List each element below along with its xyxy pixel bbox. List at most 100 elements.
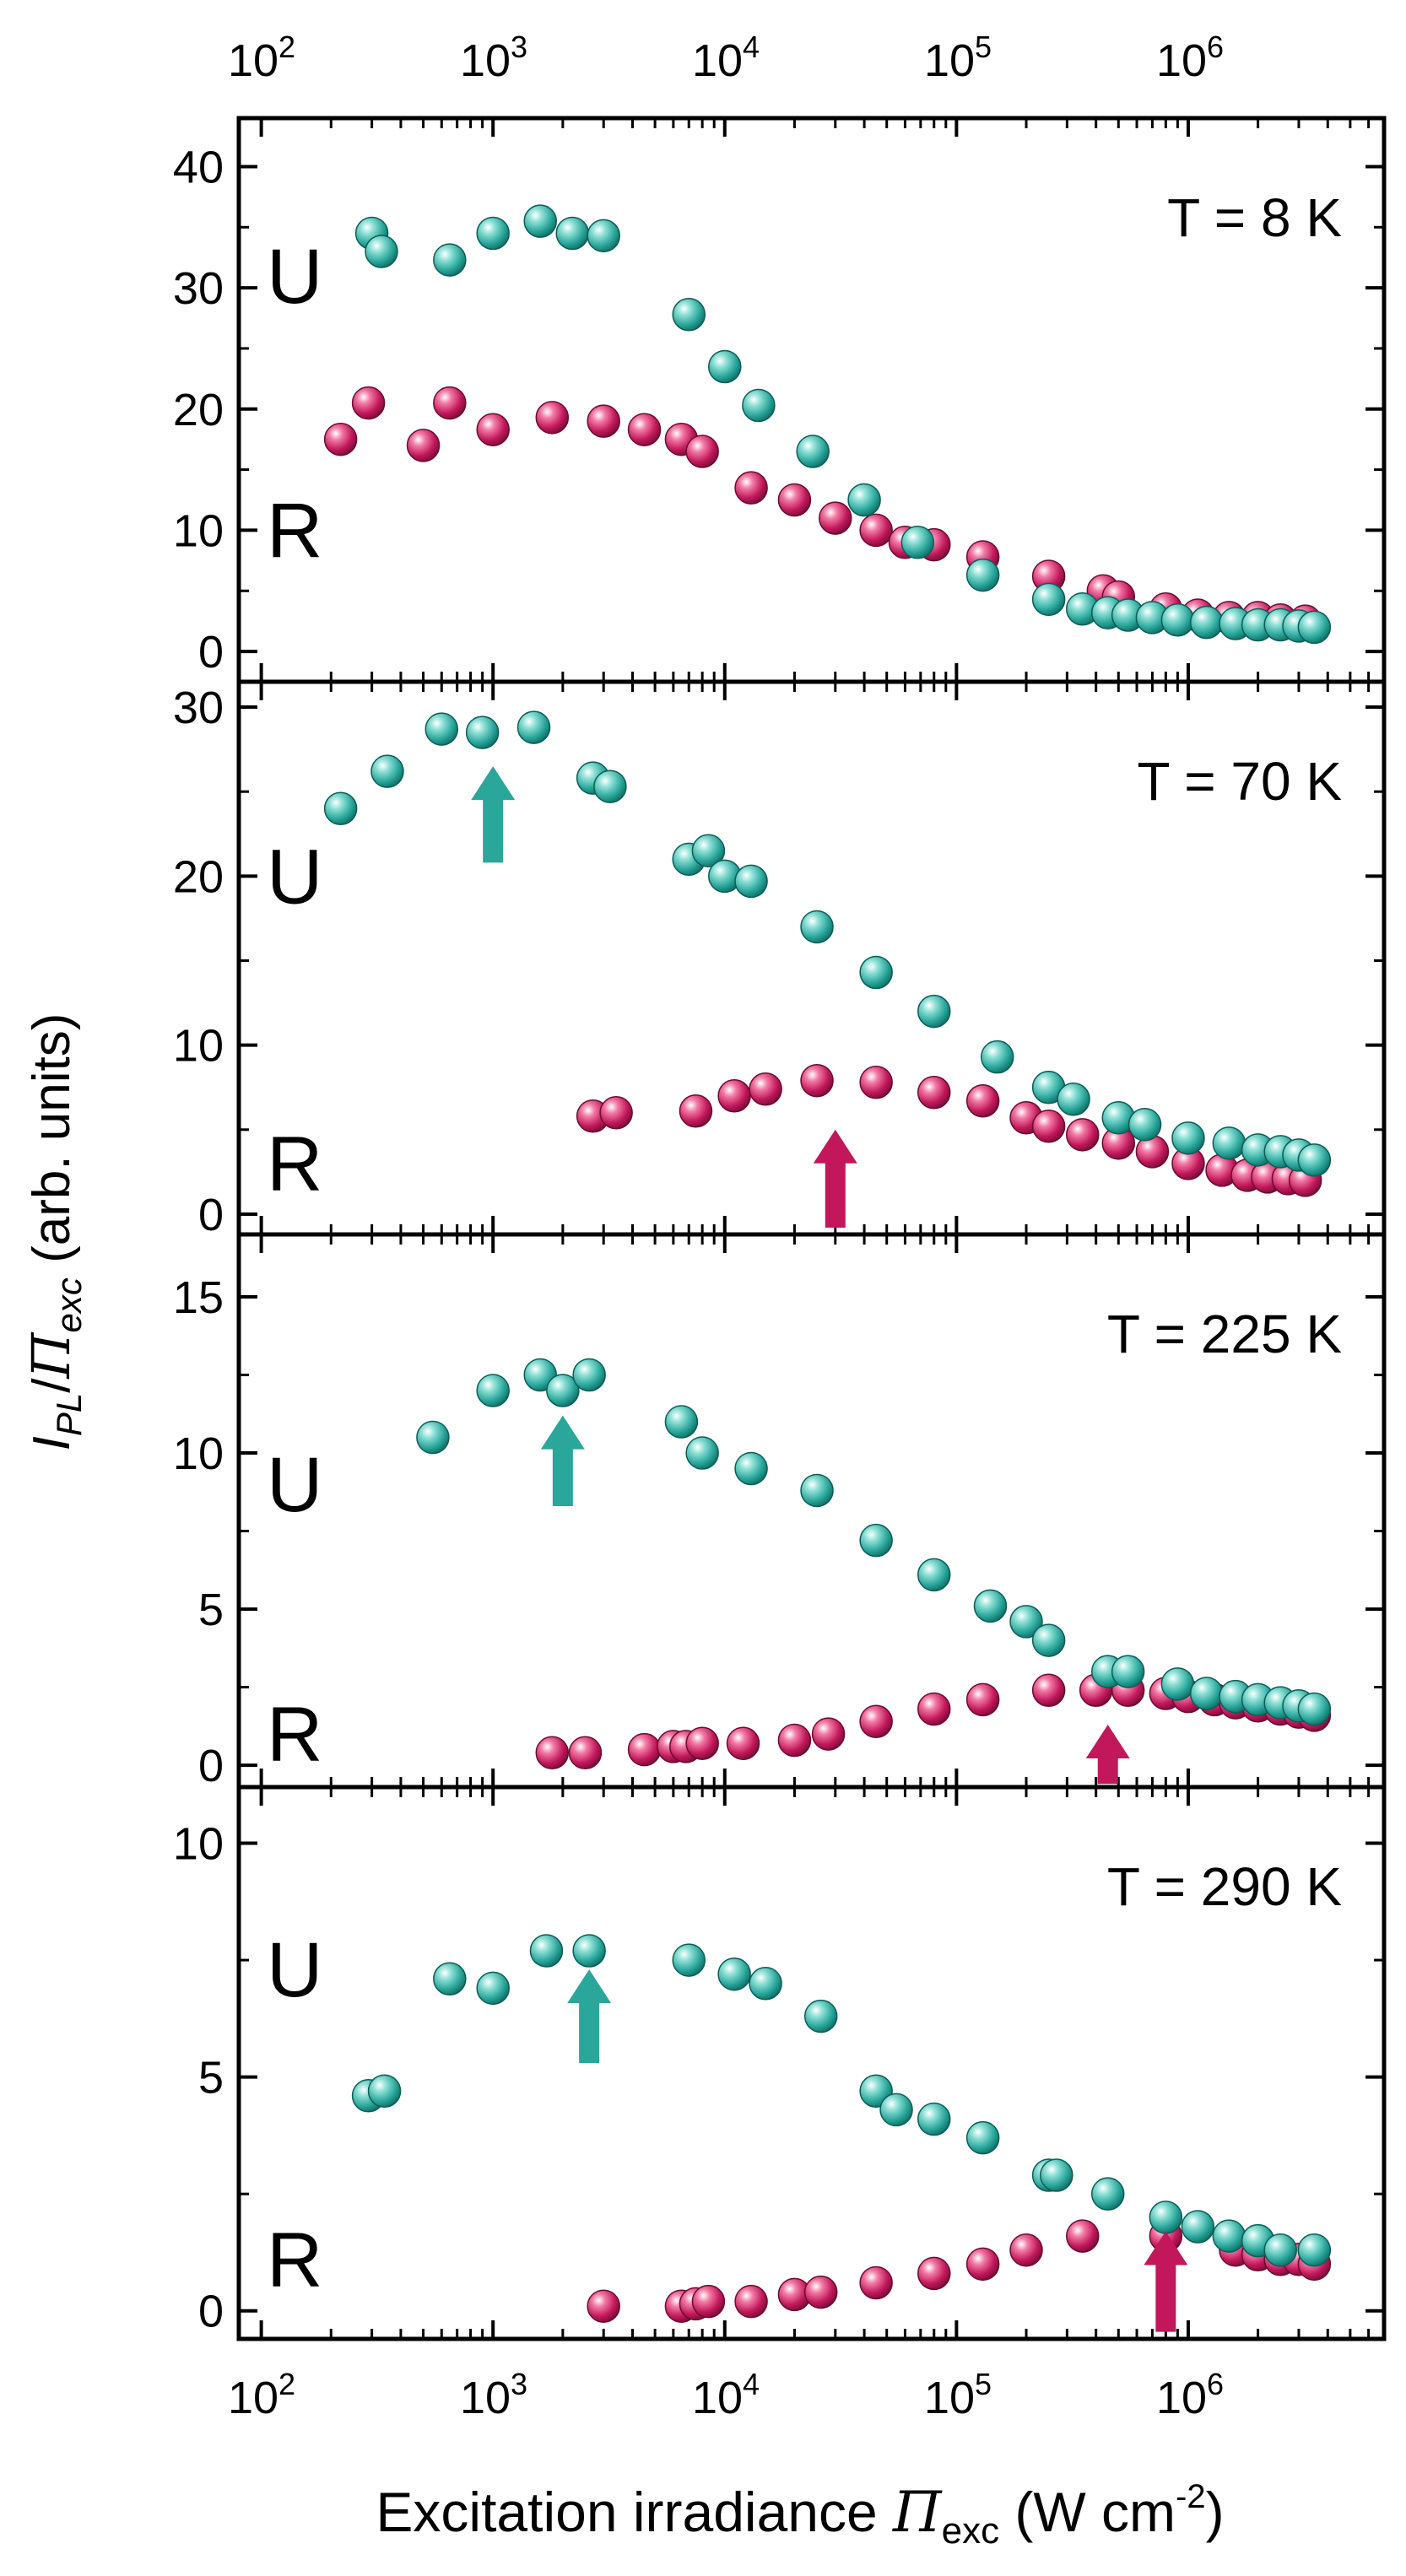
data-point-u [965,558,1000,592]
data-point-r [965,1084,1000,1118]
data-point-u [917,994,951,1029]
temperature-label: T = 70 K [1137,751,1342,812]
y-tick-label: 40 [173,142,224,192]
series-u [351,1934,1332,2267]
series-label-u: U [267,234,322,320]
y-tick-label: 30 [173,683,224,733]
y-tick-label: 30 [173,263,224,314]
data-point-u [796,435,830,468]
panel-frame [236,1785,1387,2341]
data-point-u [476,1971,510,2006]
data-point-u [803,1999,838,2033]
x-axis-title: Excitation irradiance Πexc (W cm-2) [376,2478,1224,2552]
data-point-r [323,422,358,456]
data-point-r [917,2256,951,2291]
data-point-r [476,413,510,446]
top-x-tick-labels: 102 103 104 105 106 [228,30,1224,86]
data-point-u [1171,1121,1205,1155]
data-point-r [749,1072,782,1106]
data-point-u [859,955,893,990]
data-point-u [593,770,627,803]
data-point-r [800,1063,834,1098]
series-u [354,204,1332,645]
arrow-r [1085,1724,1130,1785]
data-point-u [691,834,726,868]
panel-3: 0 5 10 15 T = 225 K U R [173,1232,1387,1791]
data-point-u [973,1589,1008,1623]
data-point-r [685,1726,719,1760]
data-point-u [685,1436,719,1470]
data-point-r [691,2284,726,2319]
data-point-u [917,1558,951,1592]
arrow-r [1144,2231,1188,2332]
data-point-r [587,404,620,438]
data-point-u [1297,1692,1332,1726]
data-point-r [803,2275,838,2309]
data-point-u [800,1473,834,1508]
bottom-x-tick-label: 102 [228,2367,295,2423]
data-point-u [323,791,358,825]
data-point-u [433,1962,467,1995]
data-point-u [734,864,768,899]
y-tick-label: 10 [173,505,224,556]
data-point-r [917,1692,951,1726]
series-label-r: R [267,488,322,574]
data-point-u [1297,1143,1332,1177]
arrow-u [540,1415,585,1506]
y-tick-label: 0 [198,1741,224,1791]
data-point-u [367,2074,402,2109]
y-tick-label: 0 [198,2287,224,2337]
series-r [323,386,1322,638]
data-point-u [672,297,706,332]
data-point-u [465,716,500,749]
data-point-u [1160,602,1195,637]
data-point-u [1297,610,1332,645]
data-point-u [1212,2219,1246,2253]
data-point-r [859,2265,893,2300]
data-point-u [847,483,881,517]
data-point-r [965,2247,1000,2282]
series-u [416,1358,1332,1726]
data-point-u [476,1374,510,1407]
data-point-u [1057,1083,1090,1116]
data-point-u [572,1934,606,1968]
arrow-u [567,1969,612,2063]
data-point-r [777,483,812,517]
data-point-r [1031,1110,1066,1143]
series-label-r: R [267,1692,322,1778]
data-point-r [627,413,662,446]
top-x-tick-label: 106 [1156,30,1224,86]
y-tick-label: 10 [173,1428,224,1479]
bottom-x-tick-label: 103 [460,2367,527,2423]
data-point-u [370,754,404,788]
data-point-u [917,2102,951,2136]
data-point-u [1212,1126,1246,1160]
data-point-r [679,1094,713,1128]
series-u [323,710,1332,1177]
data-point-u [1090,2177,1125,2211]
data-point-r [535,401,570,435]
data-point-r [685,435,719,468]
data-point-r [433,386,467,420]
data-point-u [433,243,467,277]
data-point-u [1297,2233,1332,2267]
data-point-u [749,1967,782,2001]
series-label-r: R [267,1121,322,1207]
temperature-label: T = 290 K [1107,1856,1342,1917]
data-point-u [1263,2233,1297,2267]
data-point-u [1040,2158,1073,2192]
data-point-r [734,471,768,505]
data-point-r [777,1723,812,1758]
data-point-u [1189,605,1224,640]
data-point-u [476,216,510,251]
top-x-tick-label: 102 [228,30,295,86]
data-point-r [599,1096,633,1130]
temperature-label: T = 225 K [1107,1304,1342,1364]
data-point-u [425,712,459,746]
data-point-u [900,526,935,559]
panel-2: 0 10 20 30 T = 70 K U R [173,679,1387,1240]
data-point-r [859,513,893,548]
data-point-u [980,1040,1014,1074]
